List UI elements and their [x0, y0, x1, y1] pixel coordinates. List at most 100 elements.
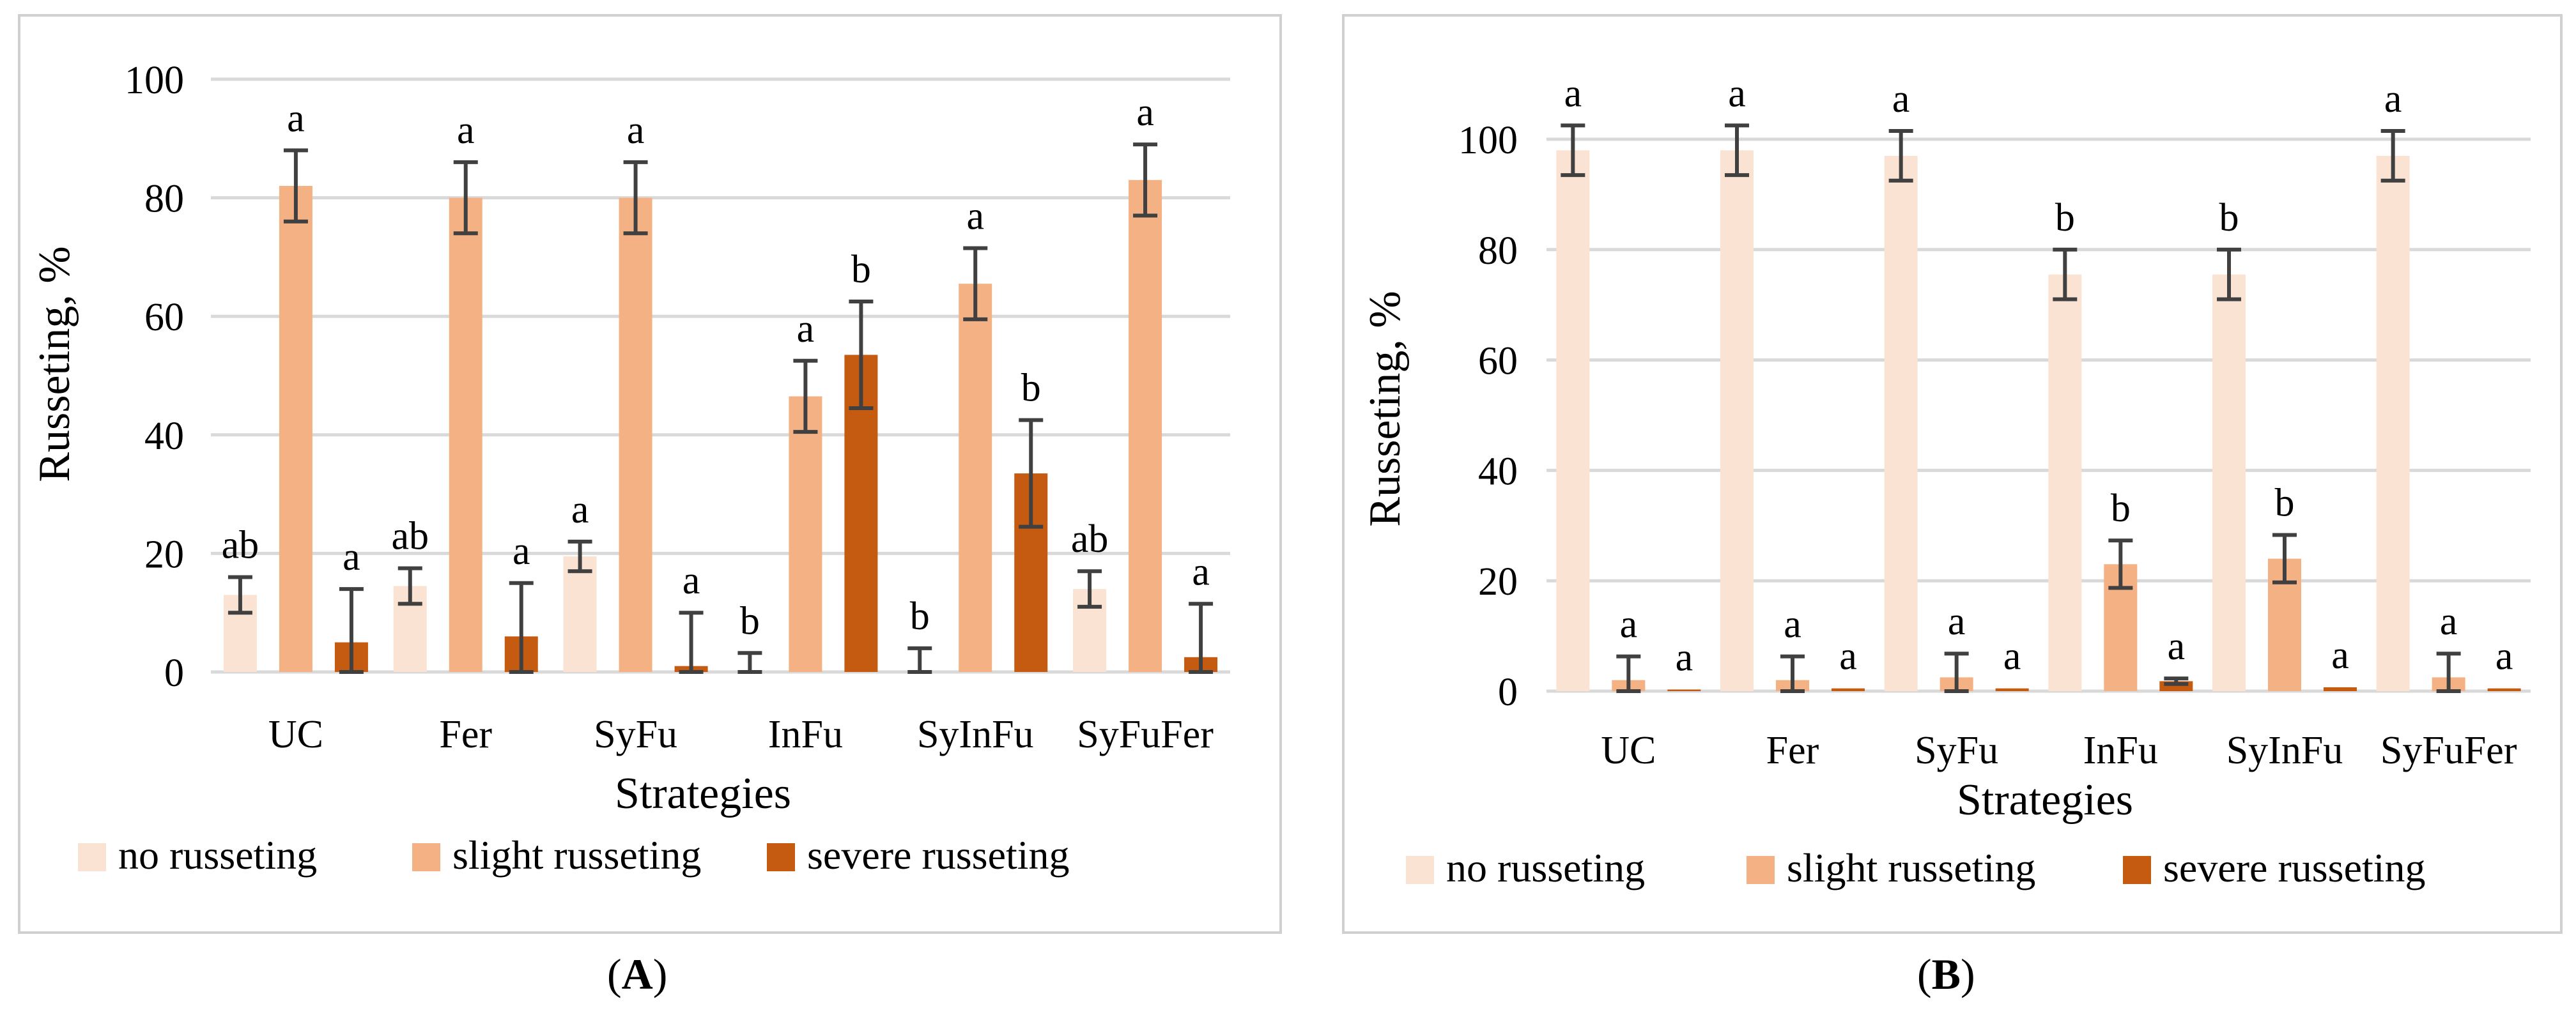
a-significance-letter: a [683, 559, 700, 602]
a-significance-letter: a [1192, 550, 1210, 593]
a-significance-letter: b [1021, 367, 1041, 410]
b-bar [2048, 274, 2082, 691]
b-bar [2487, 688, 2521, 691]
b-bar [1556, 150, 1590, 691]
a-significance-letter: a [343, 535, 360, 579]
a-bar [449, 197, 482, 673]
b-legend-swatch [1406, 856, 1434, 884]
a-significance-letter: a [571, 488, 589, 531]
a-xtick-label: InFu [768, 713, 843, 756]
a-bar [279, 186, 312, 672]
b-significance-letter: a [1728, 72, 1746, 115]
a-ytick-label: 100 [125, 59, 184, 102]
a-significance-letter: a [287, 96, 305, 140]
b-significance-letter: a [1564, 72, 1582, 115]
b-significance-letter: a [2384, 77, 2402, 121]
b-ytick-label: 0 [1498, 671, 1518, 714]
b-significance-letter: a [1892, 77, 1910, 121]
b-xtick-label: Fer [1766, 729, 1819, 772]
a-significance-letter: b [740, 599, 760, 643]
a-legend-label: no russeting [118, 832, 317, 878]
b-bar [1720, 150, 1754, 691]
a-significance-letter: a [627, 109, 645, 152]
caption-a-close: ) [652, 950, 668, 998]
a-ytick-label: 20 [144, 533, 184, 576]
b-legend-swatch [2123, 856, 2151, 884]
b-xaxis-label: Strategies [1957, 775, 2133, 825]
b-xtick-label: SyInFu [2226, 729, 2343, 772]
a-significance-letter: b [851, 248, 871, 291]
a-ytick-label: 80 [144, 178, 184, 221]
a-significance-letter: a [513, 530, 530, 573]
b-xtick-label: SyFuFer [2380, 729, 2517, 772]
b-significance-letter: b [2275, 481, 2295, 524]
b-bar [1832, 688, 1865, 691]
b-significance-letter: a [2440, 600, 2458, 643]
a-xtick-label: SyInFu [917, 713, 1034, 756]
b-significance-letter: a [1948, 600, 1966, 643]
a-xaxis-label: Strategies [615, 769, 791, 818]
b-significance-letter: a [2495, 635, 2513, 678]
b-ytick-label: 100 [1458, 119, 1518, 162]
a-significance-letter: a [797, 307, 815, 351]
a-bar [789, 396, 822, 672]
b-significance-letter: b [2111, 487, 2131, 530]
a-significance-letter: ab [222, 524, 259, 567]
a-legend-swatch [767, 843, 795, 871]
a-xtick-label: UC [268, 713, 323, 756]
b-significance-letter: a [1839, 635, 1857, 678]
a-ytick-label: 0 [164, 652, 184, 695]
b-significance-letter: a [2168, 625, 2186, 668]
a-bar [1129, 179, 1162, 672]
a-legend-swatch [412, 843, 440, 871]
a-bar [619, 197, 652, 673]
b-bar [2212, 274, 2246, 691]
a-ytick-label: 60 [144, 296, 184, 339]
a-significance-letter: a [1136, 91, 1154, 134]
a-yaxis-label: Russeting, % [30, 246, 79, 482]
b-xtick-label: UC [1601, 729, 1656, 772]
b-bar [1995, 688, 2029, 691]
caption-b-open: ( [1917, 950, 1932, 998]
a-legend-label: slight russeting [452, 832, 701, 878]
panel-b-frame [1342, 14, 2563, 934]
a-bar [959, 284, 992, 672]
b-bar [1667, 689, 1701, 691]
b-legend-label: slight russeting [1787, 845, 2035, 890]
a-ytick-label: 40 [144, 415, 184, 458]
b-significance-letter: a [1620, 603, 1638, 646]
b-significance-letter: a [2331, 634, 2349, 677]
b-significance-letter: a [1784, 603, 1801, 646]
b-legend-swatch [1747, 856, 1775, 884]
b-ytick-label: 80 [1478, 229, 1518, 273]
b-significance-letter: b [2219, 196, 2239, 240]
b-xtick-label: InFu [2083, 729, 2158, 772]
b-significance-letter: a [1676, 636, 1693, 679]
caption-b-letter: B [1931, 950, 1961, 998]
caption-a-letter: A [621, 950, 653, 998]
a-significance-letter: b [910, 595, 930, 638]
b-ytick-label: 20 [1478, 560, 1518, 604]
caption-b: (B) [1917, 949, 1975, 1000]
b-xtick-label: SyFu [1915, 729, 1998, 772]
a-xtick-label: SyFuFer [1077, 713, 1214, 756]
b-significance-letter: a [2003, 635, 2021, 678]
a-legend-swatch [78, 843, 106, 871]
b-yaxis-label: Russeting, % [1361, 291, 1410, 526]
caption-a-open: ( [607, 950, 622, 998]
a-bar [563, 556, 597, 672]
a-significance-letter: a [457, 109, 475, 152]
caption-b-close: ) [1961, 950, 1975, 998]
b-ytick-label: 40 [1478, 450, 1518, 493]
a-significance-letter: a [966, 194, 984, 238]
a-significance-letter: ab [391, 515, 429, 558]
b-significance-letter: b [2055, 196, 2075, 240]
caption-a: (A) [607, 949, 667, 1000]
b-legend-label: no russeting [1446, 845, 1645, 890]
b-ytick-label: 60 [1478, 340, 1518, 383]
a-xtick-label: SyFu [594, 713, 677, 756]
b-bar [2376, 155, 2410, 692]
a-legend-label: severe russeting [807, 832, 1070, 878]
